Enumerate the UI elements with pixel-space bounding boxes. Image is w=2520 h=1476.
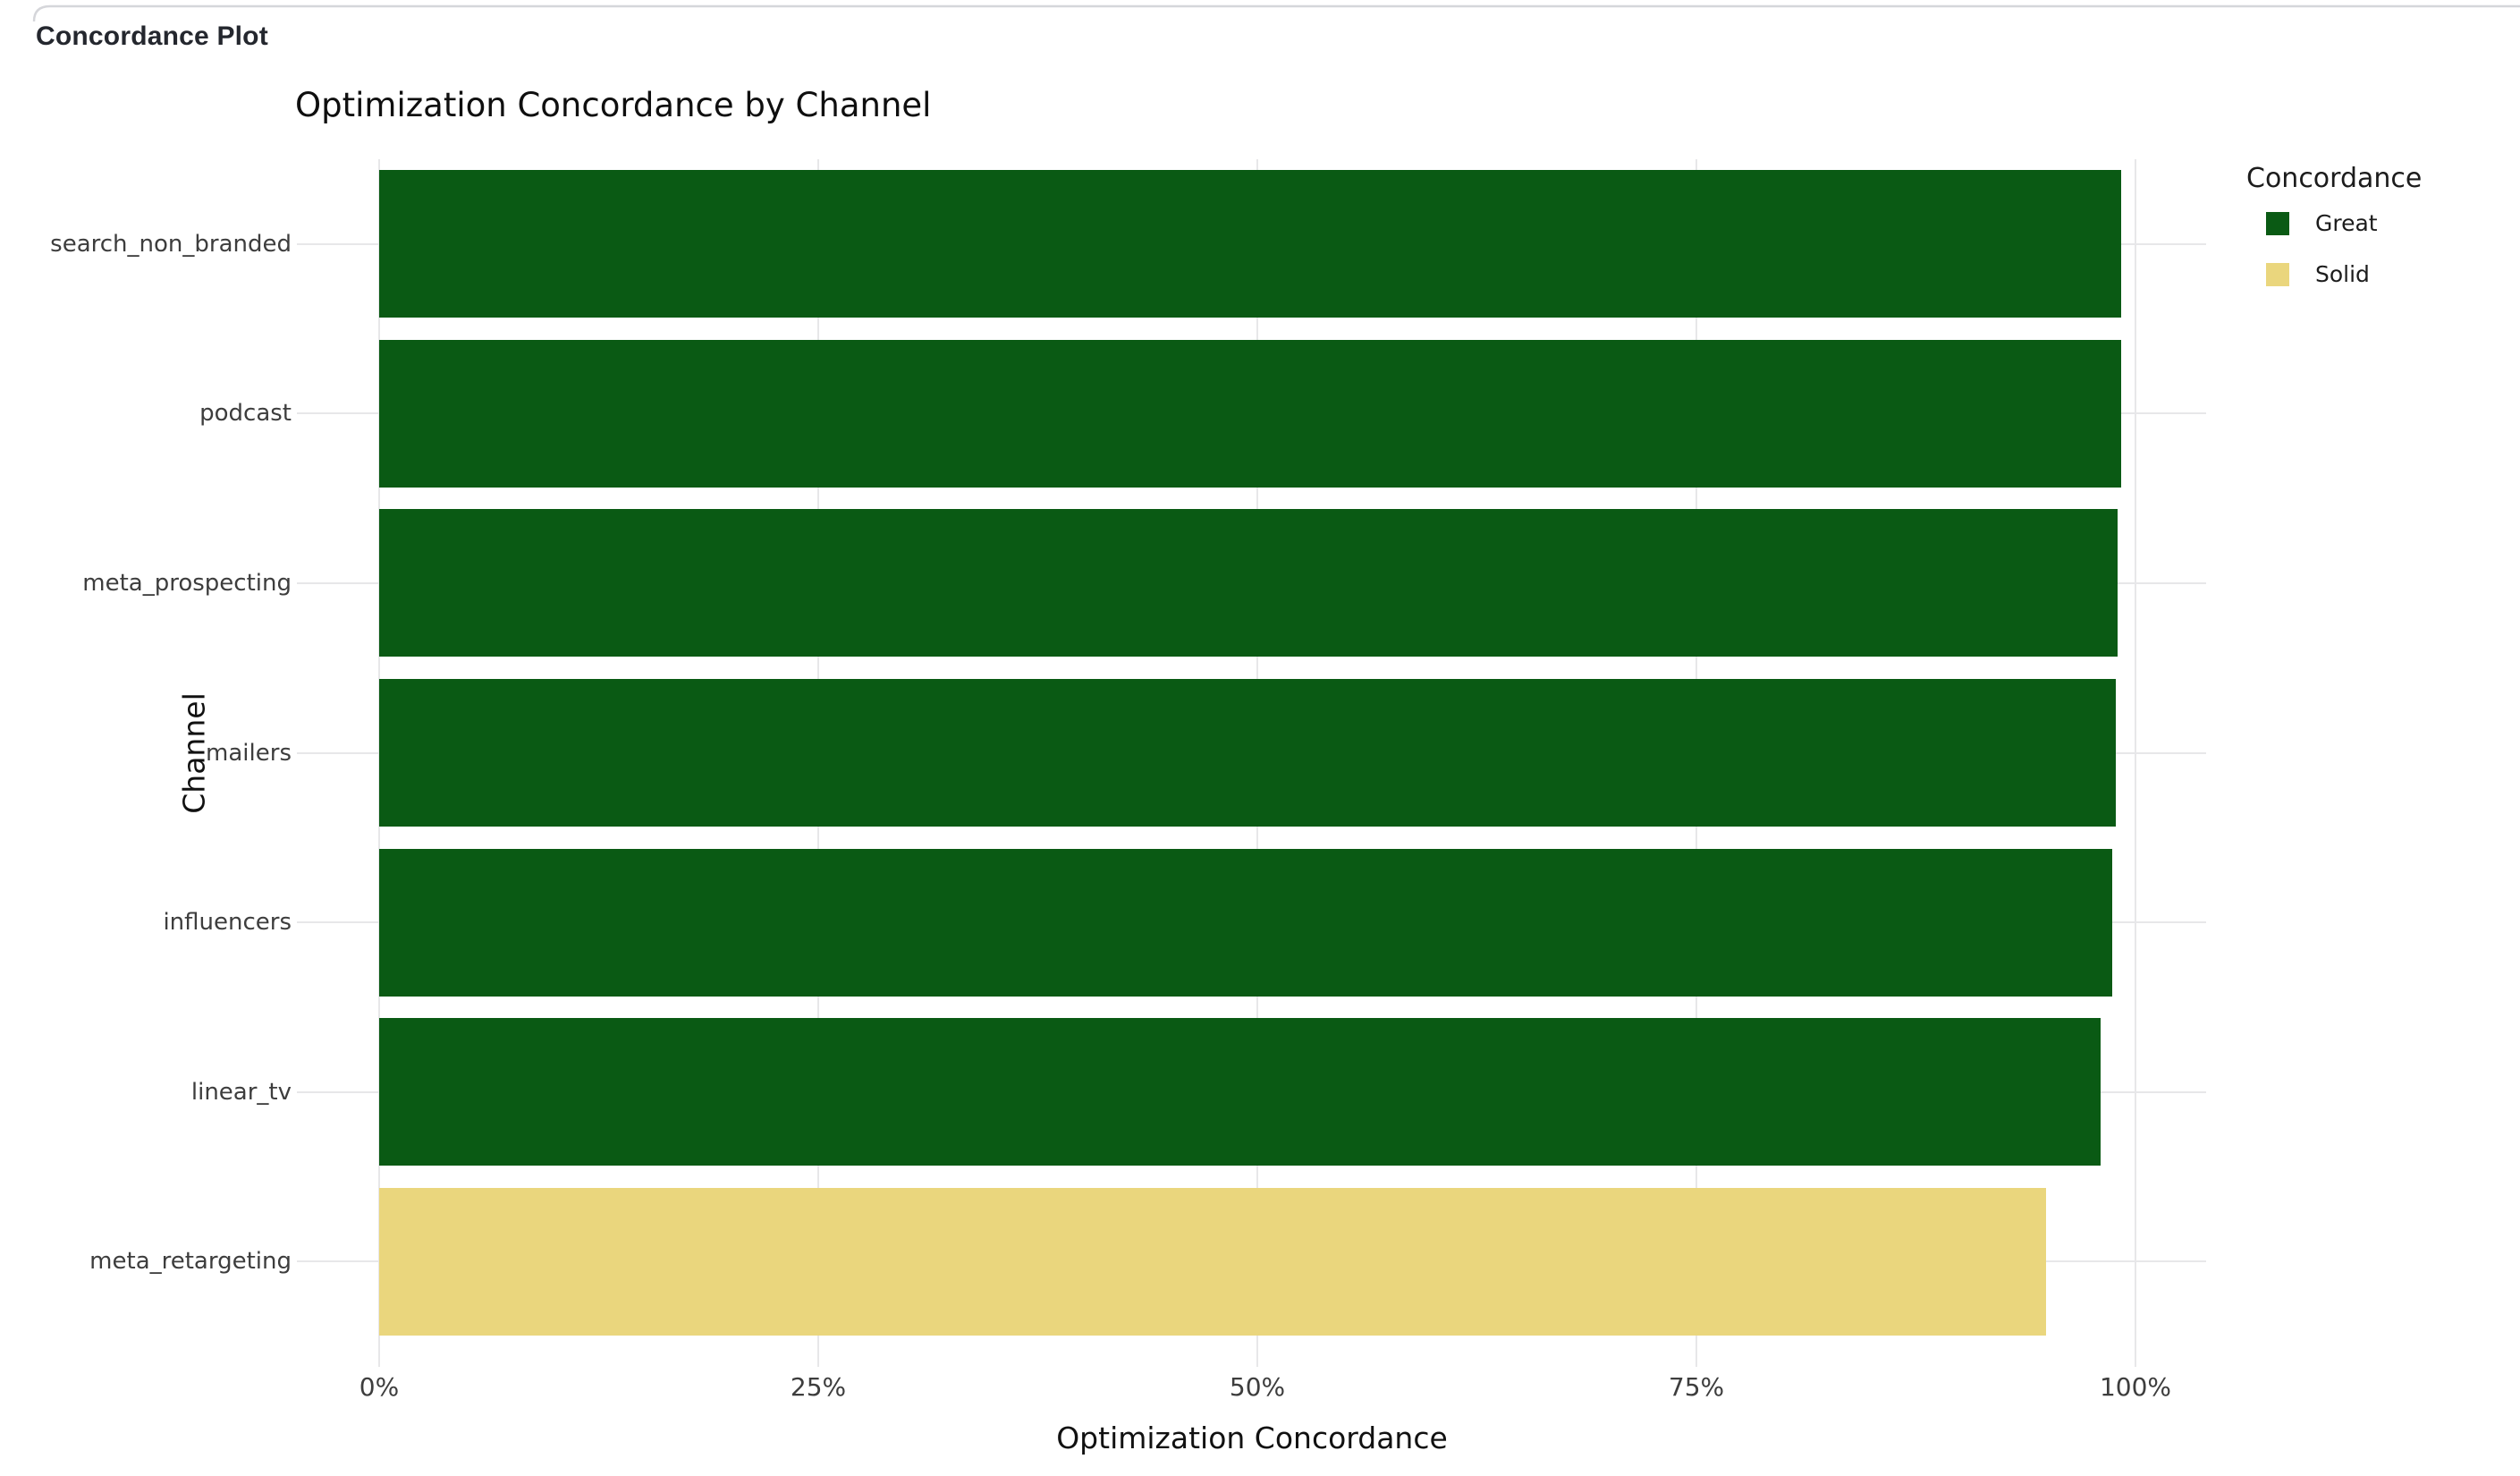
chart-title: Optimization Concordance by Channel [295, 86, 932, 124]
bar-search_non_branded[interactable] [379, 170, 2121, 318]
x-tick-label: 50% [1229, 1372, 1286, 1402]
y-tick-label-mailers: mailers [206, 740, 292, 767]
legend-item-great[interactable]: Great [2246, 210, 2515, 236]
legend-label: Great [2315, 210, 2378, 236]
bar-meta_retargeting[interactable] [379, 1188, 2046, 1336]
y-tick-label-search_non_branded: search_non_branded [50, 231, 292, 258]
y-tick-label-podcast: podcast [199, 400, 292, 427]
x-tick-label: 25% [790, 1372, 847, 1402]
legend: Concordance Great Solid [2246, 163, 2515, 312]
legend-swatch-great [2266, 211, 2289, 235]
bar-linear_tv[interactable] [379, 1018, 2101, 1166]
bar-podcast[interactable] [379, 340, 2121, 488]
page-title: Concordance Plot [36, 21, 268, 51]
x-tick-label: 75% [1668, 1372, 1725, 1402]
y-tick-label-linear_tv: linear_tv [190, 1079, 292, 1106]
bar-mailers[interactable] [379, 679, 2116, 827]
y-axis-title: Channel [176, 692, 212, 814]
legend-item-solid[interactable]: Solid [2246, 261, 2515, 287]
legend-label: Solid [2315, 261, 2370, 287]
x-tick-label: 0% [359, 1372, 400, 1402]
legend-swatch-solid [2266, 262, 2289, 286]
legend-title: Concordance [2246, 163, 2423, 194]
bar-meta_prospecting[interactable] [379, 509, 2118, 657]
bar-influencers[interactable] [379, 849, 2112, 997]
x-axis-title: Optimization Concordance [1056, 1421, 1448, 1455]
y-tick-label-influencers: influencers [163, 909, 292, 936]
y-tick-label-meta_retargeting: meta_retargeting [89, 1248, 292, 1275]
y-tick-label-meta_prospecting: meta_prospecting [82, 570, 292, 597]
x-tick-label: 100% [2099, 1372, 2172, 1402]
x-gridline [2135, 159, 2136, 1367]
